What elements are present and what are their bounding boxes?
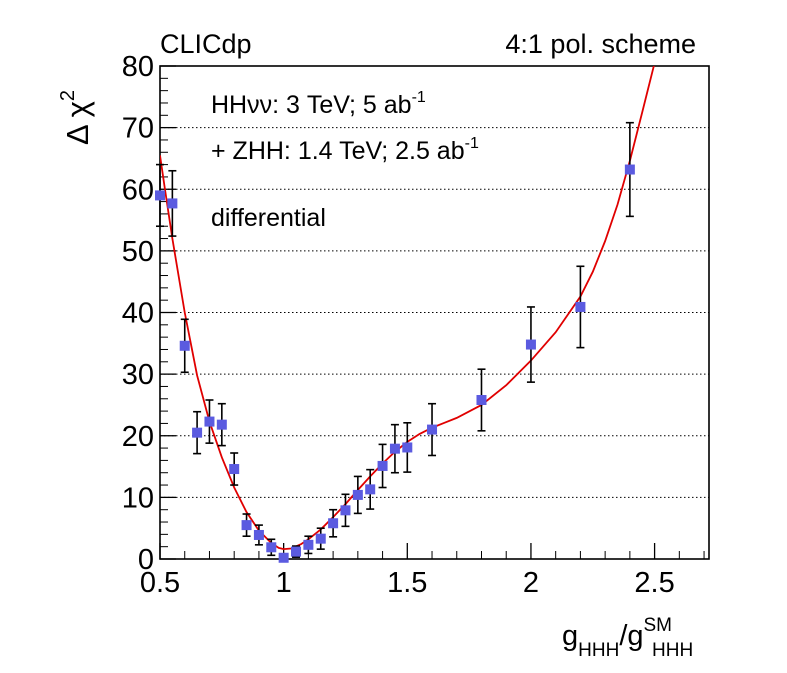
x-axis-title-slash: /g <box>619 620 643 652</box>
data-point-9 <box>266 542 277 553</box>
annotation-line-1-sup: -1 <box>412 89 426 106</box>
x-tick-label-3: 2 <box>523 567 539 599</box>
data-point-6 <box>229 464 240 475</box>
data-point-19 <box>389 443 400 454</box>
data-point-25 <box>624 164 635 175</box>
y-tick-label-4: 40 <box>122 298 154 330</box>
annotation-line-2-base: + ZHH: 1.4 TeV; 2.5 ab <box>211 137 465 165</box>
y-axis-title-base: Δ χ <box>60 101 95 145</box>
y-tick-label-3: 30 <box>122 359 154 391</box>
x-axis-title-sub2: HHH <box>652 640 693 661</box>
plot-area: 0 10 20 30 40 50 60 70 80 0.5 1 1.5 2 2.5 <box>122 51 710 599</box>
y-tick-label-1: 10 <box>122 482 154 514</box>
data-point-16 <box>352 489 363 500</box>
y-axis-title: Δ χ2 <box>57 90 95 145</box>
annotation-line-3: differential <box>211 204 326 232</box>
data-point-17 <box>365 484 376 495</box>
y-axis-title-sup: 2 <box>57 90 79 101</box>
data-point-2 <box>179 340 190 351</box>
data-point-0 <box>155 190 165 201</box>
data-point-8 <box>253 529 264 540</box>
y-tick-label-8: 80 <box>122 51 154 83</box>
x-tick-label-1: 1 <box>276 567 292 599</box>
data-point-14 <box>328 518 339 529</box>
x-tick-label-2: 1.5 <box>387 567 427 599</box>
y-tick-label-2: 20 <box>122 421 154 453</box>
x-axis-title-sub1: HHH <box>578 640 619 661</box>
y-tick-label-7: 70 <box>122 113 154 145</box>
x-tick-label-4: 2.5 <box>634 567 674 599</box>
data-point-24 <box>575 301 586 312</box>
data-point-13 <box>315 533 326 544</box>
y-tick-label-5: 50 <box>122 236 154 268</box>
annotation-line-1: HHνν: 3 TeV; 5 ab-1 <box>211 89 426 119</box>
data-point-22 <box>476 395 487 406</box>
y-tick-label-6: 60 <box>122 174 154 206</box>
data-point-11 <box>291 546 302 557</box>
y-tick-label-0: 0 <box>138 544 154 576</box>
data-point-15 <box>340 505 351 516</box>
x-axis-title: gHHH/gSM HHH <box>562 615 693 661</box>
header-left: CLICdp <box>160 29 252 59</box>
data-point-5 <box>216 419 227 430</box>
data-point-4 <box>204 416 215 427</box>
annotation-line-2-sup: -1 <box>465 135 479 152</box>
data-point-12 <box>303 539 314 550</box>
data-point-20 <box>402 442 413 453</box>
x-axis-title-g: g <box>562 620 578 652</box>
data-point-7 <box>241 520 252 531</box>
header-right: 4:1 pol. scheme <box>505 29 696 59</box>
x-tick-label-0: 0.5 <box>140 567 180 599</box>
data-point-21 <box>427 424 438 435</box>
data-point-3 <box>192 427 203 438</box>
annotation-line-1-base: HHνν: 3 TeV; 5 ab <box>211 91 412 119</box>
annotation-line-2: + ZHH: 1.4 TeV; 2.5 ab-1 <box>211 135 479 165</box>
data-point-1 <box>167 198 178 209</box>
x-axis-title-sup2: SM <box>644 615 673 636</box>
data-point-23 <box>525 339 536 350</box>
data-point-18 <box>377 460 388 471</box>
data-point-10 <box>278 552 289 563</box>
